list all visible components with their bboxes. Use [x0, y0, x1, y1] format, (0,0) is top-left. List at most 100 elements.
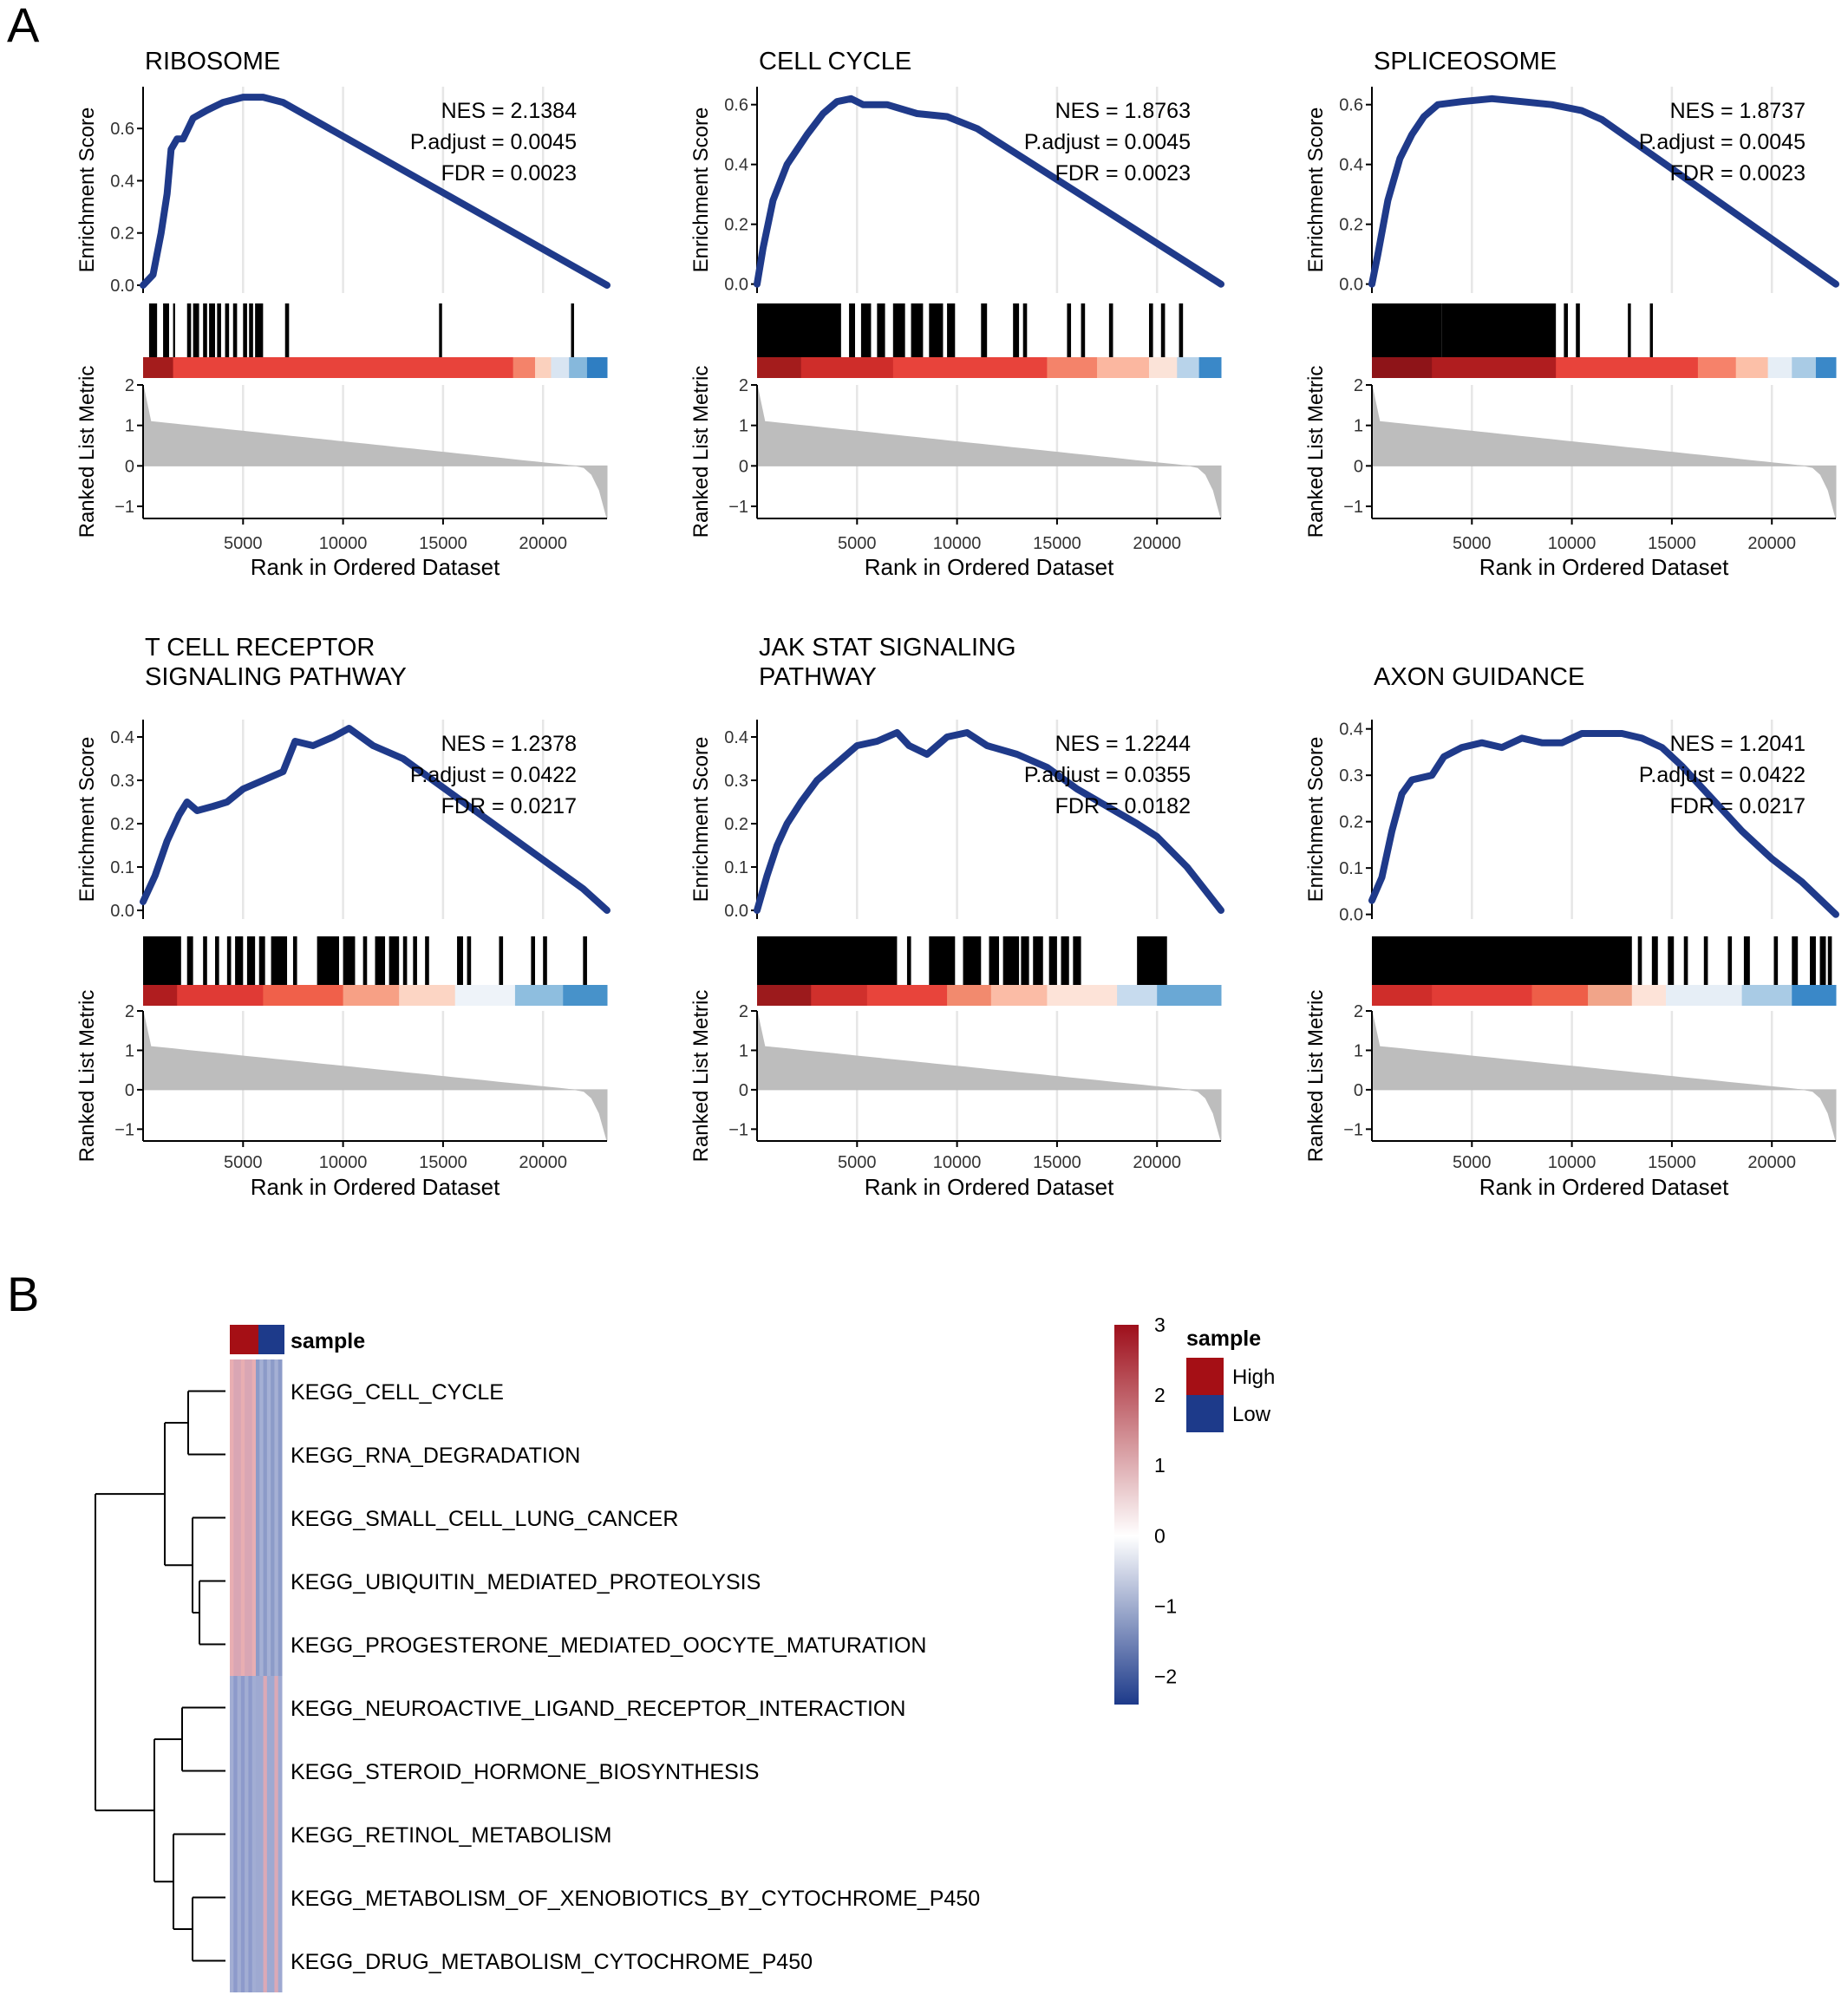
- es-y-tick-label: 0.4: [110, 172, 134, 191]
- es-y-tick-label: 0.6: [1339, 96, 1363, 115]
- heatmap-cell: [259, 1676, 264, 1739]
- rank-heat-segment: [1117, 985, 1158, 1006]
- gene-hit-bar: [209, 303, 216, 357]
- heatmap-cell: [237, 1613, 242, 1676]
- gene-hit-bar: [1668, 936, 1675, 985]
- rank-heat-segment: [866, 985, 948, 1006]
- gene-hit-bar: [1819, 936, 1826, 985]
- rank-heat-segment: [454, 985, 516, 1006]
- es-y-tick-label: 0.0: [724, 276, 748, 295]
- heatmap-cell: [240, 1359, 245, 1423]
- rank-heat-segment: [1588, 985, 1633, 1006]
- gene-hit-bar: [163, 303, 169, 357]
- sample-annotation-label: sample: [291, 1329, 365, 1353]
- heatmap-cell: [271, 1803, 275, 1866]
- gene-hit-bar: [1372, 303, 1442, 357]
- gsea-panel-1: RIBOSOME 0.0 0.2 0.4 0.6 Enrichment Score NES …: [75, 48, 611, 580]
- heatmap-cell: [274, 1359, 279, 1423]
- es-y-tick-label: 0.1: [1339, 859, 1363, 878]
- heatmap-cell: [278, 1803, 283, 1866]
- gene-hit-bar: [1637, 936, 1642, 985]
- rank-heat-segment: [551, 357, 570, 378]
- stat-label: FDR = 0.0023: [1055, 161, 1191, 186]
- rank-heat-segment: [1372, 357, 1433, 378]
- rlm-y-tick-label: −1: [114, 498, 134, 517]
- heatmap-cell: [278, 1423, 283, 1486]
- gene-hit-bar: [1564, 303, 1568, 357]
- gene-hit-bar: [892, 303, 905, 357]
- rlm-y-tick-label: 2: [739, 1002, 748, 1021]
- heatmap-cell: [251, 1359, 257, 1423]
- gene-hit-bar: [258, 936, 265, 985]
- heatmap-cell: [274, 1866, 279, 1929]
- es-y-label: Enrichment Score: [1304, 108, 1328, 273]
- gene-hit-bar: [1703, 936, 1708, 985]
- sample-bar-high: [230, 1325, 258, 1354]
- x-tick-label: 10000: [319, 1153, 368, 1172]
- heatmap-cell: [263, 1359, 268, 1423]
- heatmap-cell: [240, 1676, 245, 1739]
- es-y-tick-label: 0.0: [110, 277, 134, 296]
- stat-label: P.adjust = 0.0355: [1024, 763, 1191, 787]
- heatmap-cell: [263, 1613, 268, 1676]
- gene-hit-bar: [186, 936, 193, 985]
- x-axis-label: Rank in Ordered Dataset: [1479, 554, 1729, 580]
- rank-heat-segment: [586, 357, 608, 378]
- gene-hit-bar: [499, 936, 504, 985]
- heatmap-cell: [274, 1423, 279, 1486]
- heatmap-cell: [233, 1739, 238, 1803]
- es-y-tick-label: 0.0: [110, 902, 134, 921]
- rank-heat-segment: [1697, 357, 1737, 378]
- heatmap-row-label: KEGG_RETINOL_METABOLISM: [291, 1823, 611, 1848]
- heatmap-cell: [271, 1549, 275, 1613]
- heatmap-cell: [237, 1739, 242, 1803]
- es-y-tick-label: 0.2: [1339, 216, 1363, 235]
- x-axis-label: Rank in Ordered Dataset: [865, 554, 1114, 580]
- heatmap-cell: [259, 1359, 264, 1423]
- enrichment-curve: [140, 725, 611, 914]
- gene-hit-bar: [906, 936, 911, 985]
- heatmap-cell: [245, 1739, 249, 1803]
- heatmap-cell: [278, 1676, 283, 1739]
- heatmap-cell: [251, 1676, 257, 1739]
- ranked-metric-area: [142, 1010, 608, 1142]
- gene-hit-bar: [543, 936, 547, 985]
- gene-hit-bar: [1081, 303, 1086, 357]
- heatmap-cell: [248, 1676, 253, 1739]
- rank-heat-segment: [177, 985, 264, 1006]
- gene-hit-bar: [849, 303, 855, 357]
- heatmap-cell: [256, 1739, 260, 1803]
- es-y-tick-label: 0.2: [1339, 813, 1363, 832]
- x-tick-label: 20000: [1747, 1153, 1796, 1172]
- heatmap-cell: [240, 1549, 245, 1613]
- gene-hit-bar: [1022, 303, 1028, 357]
- gene-hit-bar: [860, 303, 872, 357]
- rlm-y-tick-label: 2: [1354, 1002, 1363, 1021]
- gene-hit-bar: [1048, 936, 1057, 985]
- rlm-y-label: Ranked List Metric: [75, 366, 99, 538]
- enrichment-curve: [754, 95, 1224, 288]
- x-tick-label: 20000: [519, 534, 567, 553]
- rank-heat-segment: [757, 357, 802, 378]
- x-tick-label: 15000: [419, 1153, 467, 1172]
- rank-heat-segment: [1432, 985, 1532, 1006]
- kegg-heatmap: sample KEGG_CELL_CYCLE KEGG_RNA_DEGRADATIO…: [95, 1314, 1275, 1992]
- heatmap-cell: [256, 1359, 260, 1423]
- rlm-y-tick-label: 0: [125, 1081, 134, 1100]
- gene-hit-bar: [1073, 936, 1081, 985]
- gene-hit-bar: [1013, 303, 1020, 357]
- scale-tick-label: −1: [1154, 1594, 1177, 1617]
- panel-title: CELL CYCLE: [759, 48, 911, 75]
- x-tick-label: 5000: [1453, 1153, 1492, 1172]
- x-tick-label: 10000: [1548, 1153, 1597, 1172]
- rlm-y-tick-label: 2: [1354, 376, 1363, 395]
- heatmap-cell: [271, 1359, 275, 1423]
- panel-title: AXON GUIDANCE: [1374, 663, 1584, 691]
- es-y-tick-label: 0.0: [724, 902, 748, 921]
- rlm-y-tick-label: −1: [114, 1120, 134, 1139]
- rlm-y-tick-label: 1: [739, 1041, 748, 1060]
- heatmap-cell: [233, 1929, 238, 1992]
- gene-hit-bar: [531, 936, 535, 985]
- heatmap-cell: [248, 1929, 253, 1992]
